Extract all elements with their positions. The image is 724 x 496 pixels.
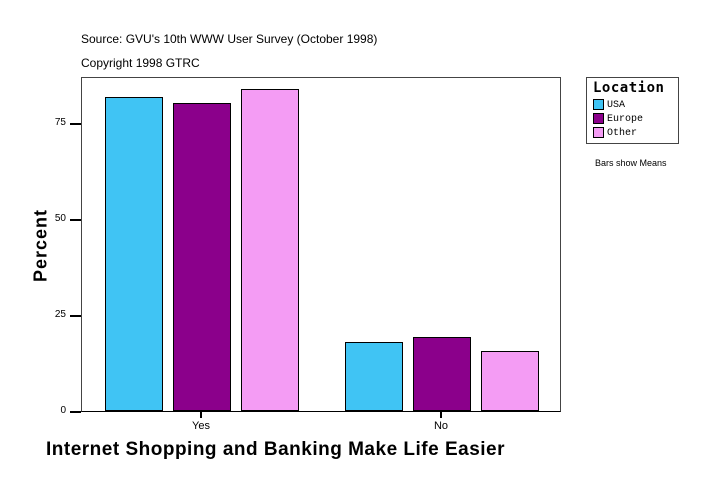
y-tick-label: 0 [60, 405, 66, 416]
y-tick-label: 50 [54, 213, 66, 224]
y-tick-75 [70, 123, 81, 125]
legend-item-usa: USA [593, 99, 625, 111]
x-tick-no [440, 412, 442, 418]
y-tick-25 [70, 315, 81, 317]
legend-title: Location [593, 80, 665, 96]
copyright-caption: Copyright 1998 GTRC [81, 56, 200, 70]
legend-item-europe: Europe [593, 113, 643, 125]
bar-no-usa [345, 342, 403, 411]
y-tick-50 [70, 219, 81, 221]
swatch-europe [593, 113, 604, 124]
bars-note: Bars show Means [595, 158, 667, 168]
x-tick-label: No [433, 420, 449, 432]
bar-yes-usa [105, 96, 163, 411]
y-axis-title: Percent [30, 208, 51, 283]
legend: Location USA Europe Other [586, 77, 679, 144]
plot-area [81, 77, 561, 412]
x-tick-yes [200, 412, 202, 418]
y-tick-0 [70, 411, 81, 413]
bar-no-other [481, 351, 539, 411]
swatch-other [593, 127, 604, 138]
bar-yes-europe [173, 103, 231, 411]
source-caption: Source: GVU's 10th WWW User Survey (Octo… [81, 32, 378, 46]
bar-no-europe [413, 337, 471, 411]
x-axis-title: Internet Shopping and Banking Make Life … [46, 439, 506, 460]
y-tick-label: 75 [54, 117, 66, 128]
y-tick-label: 25 [54, 309, 66, 320]
x-tick-label: Yes [192, 420, 210, 432]
swatch-usa [593, 99, 604, 110]
bar-yes-other [241, 88, 299, 411]
legend-item-other: Other [593, 127, 637, 139]
